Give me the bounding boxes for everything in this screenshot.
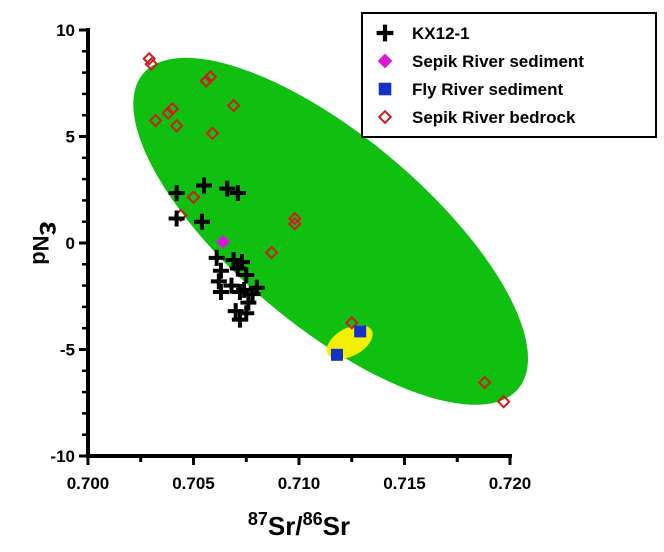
- point-sepik-river-bedrock-1: [144, 57, 159, 71]
- point-sepik-river-bedrock-6: [165, 101, 180, 116]
- legend-label-sepik-river-bedrock: Sepik River bedrock: [412, 108, 576, 127]
- point-kx12-1-6: [208, 249, 225, 266]
- point-sepik-river-bedrock-15: [344, 315, 359, 330]
- legend-marker-kx12-1: [376, 24, 394, 42]
- point-fly-river-sediment-1: [354, 325, 367, 338]
- point-kx12-1-21: [244, 286, 261, 303]
- y-tick-label-0: 10: [56, 21, 75, 40]
- point-kx12-1-12: [234, 254, 251, 271]
- y-tick-label-4: -10: [50, 447, 75, 466]
- point-kx12-1-1: [196, 177, 213, 194]
- point-sepik-river-bedrock-17: [496, 394, 511, 409]
- point-kx12-1-22: [248, 279, 265, 296]
- point-sepik-river-bedrock-3: [203, 69, 218, 84]
- point-sepik-river-bedrock-7: [148, 113, 163, 128]
- point-kx12-1-14: [223, 277, 240, 294]
- y-tick-label-1: 5: [66, 128, 75, 147]
- point-sepik-river-bedrock-12: [287, 211, 302, 226]
- point-kx12-1-17: [240, 294, 257, 311]
- point-sepik-river-sediment-0: [216, 234, 231, 249]
- point-sepik-river-bedrock-8: [169, 118, 184, 133]
- point-kx12-1-16: [236, 281, 253, 298]
- legend-entries: KX12-1 Sepik River sediment Fly River sedi…: [376, 24, 584, 127]
- point-kx12-1-13: [238, 266, 255, 283]
- x-axis-title-main1: Sr/: [268, 511, 303, 541]
- x-tick-label-1: 0.705: [172, 474, 215, 493]
- point-fly-river-sediment-0: [330, 348, 343, 361]
- y-tick-label-3: -5: [60, 341, 75, 360]
- y-axis-title: εNd: [28, 221, 66, 265]
- point-kx12-1-8: [210, 273, 227, 290]
- legend-marker-sepik-river-sediment: [377, 53, 393, 69]
- x-tick-label-4: 0.720: [489, 474, 532, 493]
- point-sepik-river-bedrock-13: [287, 216, 302, 231]
- point-sepik-river-bedrock-10: [186, 190, 201, 205]
- point-sepik-river-bedrock-4: [226, 98, 241, 113]
- legend-marker-sepik-river-bedrock: [377, 109, 393, 125]
- x-axis-title-sup1: 87: [248, 509, 268, 529]
- legend-label-kx12-1: KX12-1: [412, 24, 470, 43]
- y-tick-label-2: 0: [66, 234, 75, 253]
- point-kx12-1-4: [193, 213, 210, 230]
- green-field-ellipse: [133, 57, 529, 405]
- legend-label-fly-river-sediment: Fly River sediment: [412, 80, 564, 99]
- point-sepik-river-bedrock-9: [205, 126, 220, 141]
- point-kx12-1-9: [212, 283, 229, 300]
- x-tick-label-3: 0.715: [383, 474, 426, 493]
- point-kx12-1-0: [168, 184, 185, 201]
- point-kx12-1-19: [231, 311, 248, 328]
- legend-label-sepik-river-sediment: Sepik River sediment: [412, 52, 584, 71]
- point-sepik-river-bedrock-16: [477, 375, 492, 390]
- point-kx12-1-11: [229, 260, 246, 277]
- points-layer: [142, 51, 511, 409]
- y-axis-title-main: ε: [33, 221, 66, 235]
- y-axis-title-sub: Nd: [28, 235, 53, 264]
- legend: KX12-1 Sepik River sediment Fly River sedi…: [361, 12, 657, 138]
- point-kx12-1-18: [227, 303, 244, 320]
- point-kx12-1-3: [229, 184, 246, 201]
- point-sepik-river-bedrock-2: [199, 74, 214, 89]
- x-axis-title: 87Sr/86Sr: [248, 509, 350, 541]
- point-sepik-river-bedrock-0: [142, 51, 157, 66]
- point-sepik-river-bedrock-14: [264, 245, 279, 260]
- point-sepik-river-bedrock-5: [161, 106, 176, 120]
- x-tick-label-0: 0.700: [67, 474, 110, 493]
- x-axis-title-sup2: 86: [303, 509, 323, 529]
- point-kx12-1-7: [212, 262, 229, 279]
- point-kx12-1-2: [219, 180, 236, 197]
- ticks-layer: 0.700 0.705 0.710 0.715 0.720 10 5 0 -5 -10: [50, 21, 531, 493]
- point-kx12-1-15: [231, 283, 248, 300]
- x-axis-title-main2: Sr: [323, 511, 350, 541]
- point-kx12-1-5: [168, 210, 185, 227]
- legend-marker-fly-river-sediment: [378, 82, 392, 96]
- legend-box: [361, 12, 657, 138]
- point-kx12-1-20: [238, 305, 255, 322]
- point-kx12-1-10: [225, 252, 242, 269]
- x-tick-label-2: 0.710: [278, 474, 321, 493]
